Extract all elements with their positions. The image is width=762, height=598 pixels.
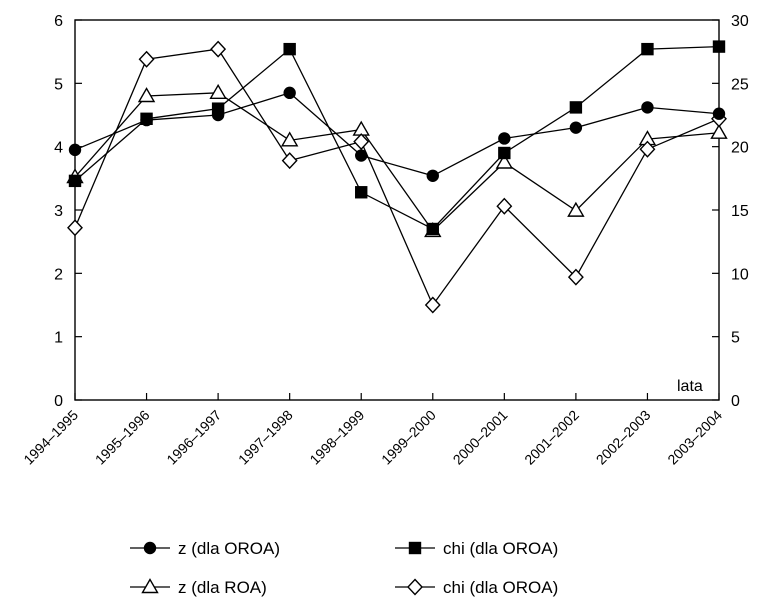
y-right-tick-label: 20: [731, 140, 749, 157]
legend-item: z (dla OROA): [130, 539, 280, 558]
series-layer: [66, 40, 728, 314]
series-point: [569, 121, 583, 134]
y-left-tick-label: 5: [54, 76, 63, 93]
series-point: [281, 152, 298, 170]
series-point: [426, 169, 439, 183]
legend-label: z (dla ROA): [178, 578, 267, 597]
series-line: [74, 92, 720, 177]
series-point: [712, 40, 726, 53]
x-tick-label: 1996–1997: [163, 407, 224, 468]
series-line: [74, 92, 720, 232]
series-point: [641, 42, 654, 56]
legend-label: chi (dla OROA): [443, 539, 558, 558]
x-tick-label: 2003–2004: [664, 407, 725, 468]
legend-marker: [143, 541, 157, 555]
y-left-tick-label: 2: [54, 266, 63, 283]
series-point: [353, 133, 370, 151]
series-point: [138, 50, 155, 68]
y-left-tick-label: 0: [54, 393, 63, 410]
series-point: [639, 140, 656, 158]
y-left-tick-label: 4: [54, 140, 63, 157]
series-point: [498, 132, 511, 145]
series-point: [355, 186, 368, 199]
series-3-chi-dla-oroa: [67, 40, 727, 314]
legend-marker: [141, 578, 159, 594]
series-point: [283, 42, 296, 56]
y-right-tick-label: 10: [731, 266, 749, 283]
series-point: [68, 143, 82, 157]
x-tick-label: 1999–2000: [378, 407, 439, 468]
series-point: [137, 87, 156, 103]
x-tick-label: 1997–1998: [235, 407, 296, 468]
y-right-tick-label: 15: [731, 203, 749, 220]
series-point: [567, 268, 584, 286]
series-point: [355, 149, 368, 162]
legend-marker: [407, 578, 423, 596]
legend: z (dla OROA) chi (dla OROA) z (dla ROA) chi…: [130, 539, 558, 597]
series-point: [209, 83, 227, 100]
y-left-tick-label: 3: [54, 203, 63, 220]
x-tick-label: 1998–1999: [306, 407, 367, 468]
series-point: [68, 174, 82, 188]
y-left-tick-label: 1: [54, 330, 63, 347]
x-tick-label: 1994–1995: [20, 407, 81, 468]
x-tick-label: 2001–2002: [521, 407, 582, 468]
series-point: [424, 296, 441, 314]
y-left-tick-label: 6: [54, 13, 63, 30]
series-point: [495, 153, 514, 169]
x-tick-label: 2002–2003: [593, 407, 654, 468]
y-right-tick-label: 25: [731, 76, 749, 93]
series-point: [426, 222, 439, 236]
x-tick-label: 2000–2001: [450, 407, 511, 468]
series-point: [712, 107, 726, 120]
series-point: [283, 86, 296, 100]
series-point: [496, 197, 513, 215]
legend-item: z (dla ROA): [130, 578, 267, 597]
legend-label: z (dla OROA): [178, 539, 280, 558]
y-right-tick-label: 0: [731, 393, 740, 410]
legend-item: chi (dla OROA): [395, 578, 558, 597]
series-2-z-dla-roa: [66, 83, 728, 238]
y-right-tick-label: 30: [731, 13, 749, 30]
series-point: [140, 113, 153, 127]
legend-label: chi (dla OROA): [443, 578, 558, 597]
series-point: [710, 123, 728, 139]
series-point: [641, 101, 654, 114]
series-point: [569, 101, 583, 114]
series-1-chi-dla-oroa: [68, 40, 726, 236]
legend-item: chi (dla OROA): [395, 539, 558, 558]
y-right-tick-label: 5: [731, 330, 740, 347]
legend-marker: [408, 541, 422, 555]
series-point: [67, 219, 83, 237]
x-axis-label: lata: [677, 378, 703, 395]
x-tick-label: 1995–1996: [92, 407, 153, 468]
series-point: [498, 146, 511, 160]
series-point: [280, 131, 299, 147]
series-0-z-dla-oroa: [68, 86, 726, 183]
series-line: [74, 45, 720, 230]
series-point: [567, 201, 585, 217]
series-point: [211, 108, 225, 122]
series-point: [210, 40, 227, 58]
series-line: [74, 48, 720, 307]
